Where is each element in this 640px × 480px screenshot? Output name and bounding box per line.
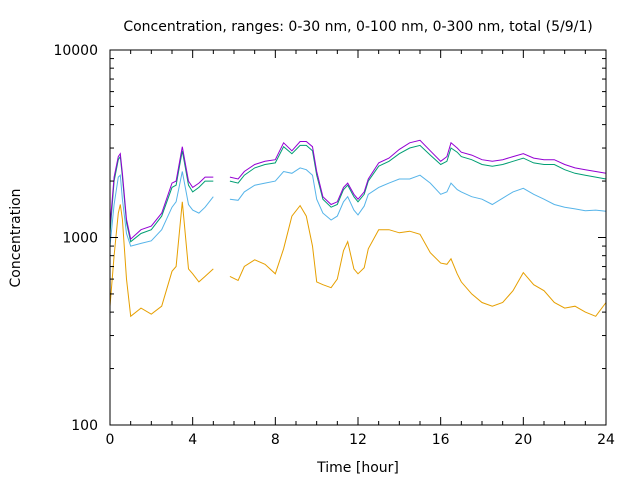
- y-tick-label: 10000: [53, 43, 98, 59]
- x-tick-label: 24: [597, 432, 615, 448]
- plot-border: [109, 49, 607, 426]
- y-tick-label: 100: [71, 418, 98, 434]
- chart-title: Concentration, ranges: 0-30 nm, 0-100 nm…: [123, 19, 592, 35]
- series-2-line-segment-1: [109, 171, 214, 247]
- series-4-line-segment-2: [229, 139, 607, 206]
- x-axis-label: Time [hour]: [316, 460, 399, 476]
- series-2-line-segment-2: [229, 167, 607, 221]
- series-3-line-segment-2: [229, 144, 607, 208]
- plot-area: [109, 139, 607, 318]
- x-tick-label: 12: [349, 432, 367, 448]
- series-1-line-segment-1: [109, 201, 214, 318]
- y-axis-label: Concentration: [8, 188, 24, 287]
- series-4-line-segment-1: [109, 146, 214, 241]
- x-tick-label: 8: [271, 432, 280, 448]
- x-tick-label: 16: [432, 432, 450, 448]
- x-tick-label: 0: [106, 432, 115, 448]
- series-3-line-segment-1: [109, 150, 214, 243]
- axis-ticks: 0 4 8 12 16 20 24 100 1000 10000: [53, 43, 615, 448]
- x-tick-label: 4: [188, 432, 197, 448]
- x-tick-label: 20: [514, 432, 532, 448]
- y-tick-label: 1000: [62, 231, 98, 247]
- series-1-line-segment-2: [229, 204, 607, 317]
